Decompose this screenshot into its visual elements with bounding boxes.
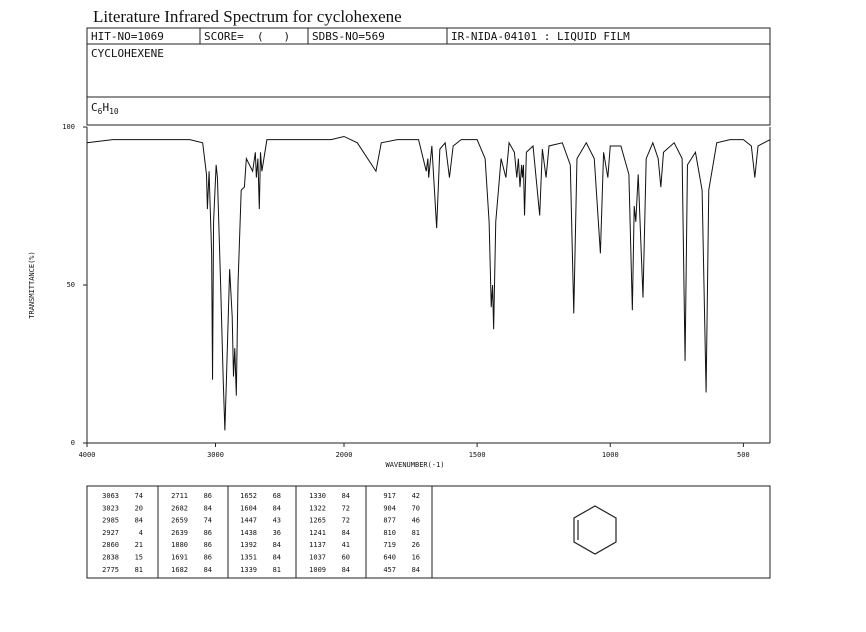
peak-wavenumber: 2927 <box>102 529 119 537</box>
peak-transmittance: 84 <box>273 554 281 562</box>
peak-transmittance: 84 <box>135 517 143 525</box>
peak-wavenumber: 2775 <box>102 566 119 574</box>
x-tick-label: 2000 <box>336 451 353 459</box>
peak-wavenumber: 1037 <box>309 554 326 562</box>
peak-transmittance: 86 <box>204 492 212 500</box>
peak-wavenumber: 1392 <box>240 541 257 549</box>
peak-wavenumber: 1652 <box>240 492 257 500</box>
peak-wavenumber: 1447 <box>240 517 257 525</box>
peak-wavenumber: 904 <box>383 504 396 512</box>
peak-wavenumber: 3063 <box>102 492 119 500</box>
peak-transmittance: 84 <box>412 566 420 574</box>
peak-transmittance: 60 <box>342 554 350 562</box>
peak-transmittance: 84 <box>273 541 281 549</box>
score: SCORE= ( ) <box>204 30 290 43</box>
peak-wavenumber: 810 <box>383 529 396 537</box>
peak-transmittance: 81 <box>273 566 281 574</box>
spectrum-line <box>86 135 771 431</box>
y-tick-label: 100 <box>62 123 75 131</box>
peak-transmittance: 84 <box>273 504 281 512</box>
peak-wavenumber: 1322 <box>309 504 326 512</box>
peak-transmittance: 26 <box>412 541 420 549</box>
peak-transmittance: 43 <box>273 517 281 525</box>
peak-wavenumber: 2659 <box>171 517 188 525</box>
peak-transmittance: 84 <box>204 566 212 574</box>
formula: C6H10 <box>91 101 119 116</box>
peak-wavenumber: 1682 <box>171 566 188 574</box>
peak-transmittance: 20 <box>135 504 143 512</box>
peak-wavenumber: 640 <box>383 554 396 562</box>
peak-table-box <box>86 485 771 579</box>
peak-transmittance: 72 <box>342 504 350 512</box>
peak-wavenumber: 1438 <box>240 529 257 537</box>
formula-part: C <box>91 101 98 114</box>
peak-transmittance: 70 <box>412 504 420 512</box>
peak-transmittance: 15 <box>135 554 143 562</box>
peak-wavenumber: 1691 <box>171 554 188 562</box>
peak-transmittance: 84 <box>342 566 350 574</box>
peak-wavenumber: 2639 <box>171 529 188 537</box>
peak-wavenumber: 1351 <box>240 554 257 562</box>
peak-transmittance: 16 <box>412 554 420 562</box>
peak-wavenumber: 719 <box>383 541 396 549</box>
x-tick-label: 4000 <box>79 451 96 459</box>
peak-wavenumber: 2711 <box>171 492 188 500</box>
formula-part: 10 <box>109 107 119 116</box>
peak-wavenumber: 1009 <box>309 566 326 574</box>
peak-transmittance: 46 <box>412 517 420 525</box>
x-tick-label: 1500 <box>469 451 486 459</box>
peak-transmittance: 74 <box>135 492 143 500</box>
header-box <box>86 27 771 126</box>
sdbs-no: SDBS-NO=569 <box>312 30 385 43</box>
molecule <box>573 505 617 555</box>
peak-transmittance: 81 <box>412 529 420 537</box>
peak-transmittance: 84 <box>204 504 212 512</box>
peak-transmittance: 36 <box>273 529 281 537</box>
peak-transmittance: 41 <box>342 541 350 549</box>
peak-wavenumber: 1241 <box>309 529 326 537</box>
peak-wavenumber: 1604 <box>240 504 257 512</box>
peak-transmittance: 84 <box>342 529 350 537</box>
peak-transmittance: 86 <box>204 541 212 549</box>
peak-transmittance: 68 <box>273 492 281 500</box>
x-tick-label: 1000 <box>602 451 619 459</box>
formula-part: H <box>102 101 109 114</box>
peak-wavenumber: 2985 <box>102 517 119 525</box>
peak-wavenumber: 1880 <box>171 541 188 549</box>
compound-name: CYCLOHEXENE <box>91 47 164 60</box>
title: Literature Infrared Spectrum for cyclohe… <box>93 7 402 26</box>
peak-wavenumber: 1330 <box>309 492 326 500</box>
peak-wavenumber: 457 <box>383 566 396 574</box>
peak-transmittance: 81 <box>135 566 143 574</box>
y-axis-label: TRANSMITTANCE(%) <box>28 251 36 318</box>
peak-transmittance: 42 <box>412 492 420 500</box>
peak-wavenumber: 2682 <box>171 504 188 512</box>
y-tick-label: 0 <box>71 439 75 447</box>
peak-transmittance: 72 <box>342 517 350 525</box>
x-axis-label: WAVENUMBER(-1) <box>385 461 444 469</box>
peak-wavenumber: 1265 <box>309 517 326 525</box>
peak-wavenumber: 877 <box>383 517 396 525</box>
x-tick-label: 500 <box>737 451 750 459</box>
peak-transmittance: 4 <box>139 529 143 537</box>
peak-wavenumber: 2838 <box>102 554 119 562</box>
peak-transmittance: 21 <box>135 541 143 549</box>
formula-part: 6 <box>98 107 103 116</box>
hit-no: HIT-NO=1069 <box>91 30 164 43</box>
y-tick-label: 50 <box>67 281 75 289</box>
peak-transmittance: 86 <box>204 554 212 562</box>
peak-wavenumber: 1137 <box>309 541 326 549</box>
peak-wavenumber: 917 <box>383 492 396 500</box>
peak-wavenumber: 2860 <box>102 541 119 549</box>
peak-wavenumber: 3023 <box>102 504 119 512</box>
peak-transmittance: 86 <box>204 529 212 537</box>
sample-info: IR-NIDA-04101 : LIQUID FILM <box>451 30 630 43</box>
x-tick-label: 3000 <box>207 451 224 459</box>
peak-transmittance: 84 <box>342 492 350 500</box>
peak-wavenumber: 1339 <box>240 566 257 574</box>
peak-transmittance: 74 <box>204 517 212 525</box>
